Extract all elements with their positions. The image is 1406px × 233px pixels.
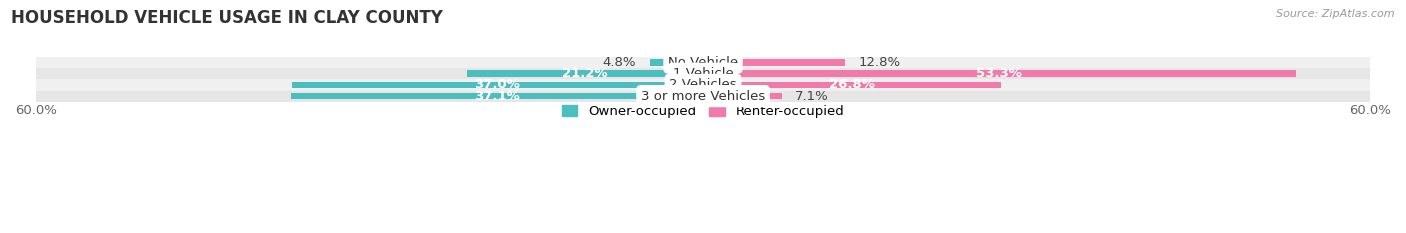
- Text: HOUSEHOLD VEHICLE USAGE IN CLAY COUNTY: HOUSEHOLD VEHICLE USAGE IN CLAY COUNTY: [11, 9, 443, 27]
- Bar: [703, 93, 782, 99]
- Bar: [467, 71, 703, 77]
- Text: 2 Vehicles: 2 Vehicles: [669, 79, 737, 91]
- Bar: [703, 71, 1295, 77]
- Text: 1 Vehicle: 1 Vehicle: [672, 67, 734, 80]
- Text: 12.8%: 12.8%: [859, 56, 901, 69]
- Bar: [291, 93, 703, 99]
- Text: 3 or more Vehicles: 3 or more Vehicles: [641, 90, 765, 103]
- Bar: [703, 59, 845, 66]
- Text: No Vehicle: No Vehicle: [668, 56, 738, 69]
- Bar: [37, 90, 1369, 102]
- Legend: Owner-occupied, Renter-occupied: Owner-occupied, Renter-occupied: [557, 99, 849, 123]
- Text: 37.1%: 37.1%: [474, 90, 520, 103]
- Text: 7.1%: 7.1%: [796, 90, 830, 103]
- Bar: [37, 68, 1369, 79]
- Bar: [650, 59, 703, 66]
- Text: 53.3%: 53.3%: [976, 67, 1022, 80]
- Bar: [37, 57, 1369, 68]
- Text: 37.0%: 37.0%: [474, 79, 520, 91]
- Text: 21.2%: 21.2%: [562, 67, 607, 80]
- Bar: [703, 82, 1001, 88]
- Text: Source: ZipAtlas.com: Source: ZipAtlas.com: [1277, 9, 1395, 19]
- Text: 4.8%: 4.8%: [603, 56, 637, 69]
- Text: 26.8%: 26.8%: [830, 79, 875, 91]
- Bar: [37, 79, 1369, 90]
- Bar: [291, 82, 703, 88]
